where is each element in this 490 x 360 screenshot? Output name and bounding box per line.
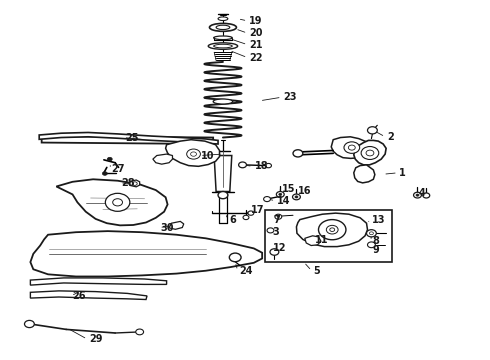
Circle shape (187, 149, 200, 159)
Text: 15: 15 (282, 184, 295, 194)
Circle shape (423, 193, 430, 198)
Text: 3: 3 (272, 227, 279, 237)
Circle shape (264, 197, 270, 202)
Polygon shape (153, 154, 172, 164)
Polygon shape (42, 136, 213, 144)
Circle shape (107, 157, 112, 161)
Polygon shape (39, 132, 218, 144)
Text: 16: 16 (298, 186, 312, 196)
Circle shape (267, 228, 274, 233)
Text: 22: 22 (249, 53, 263, 63)
Circle shape (414, 192, 421, 198)
Circle shape (191, 152, 196, 156)
Polygon shape (354, 140, 386, 165)
Circle shape (113, 199, 122, 206)
Text: 20: 20 (249, 28, 263, 38)
Polygon shape (214, 156, 232, 192)
Circle shape (366, 150, 374, 156)
Circle shape (270, 249, 279, 255)
Text: 18: 18 (255, 161, 269, 171)
Text: 7: 7 (273, 215, 280, 225)
Circle shape (239, 162, 246, 168)
Circle shape (295, 196, 298, 198)
Text: 27: 27 (112, 164, 125, 174)
Circle shape (368, 127, 377, 134)
Circle shape (275, 214, 282, 219)
Text: 9: 9 (372, 245, 379, 255)
Circle shape (279, 193, 282, 195)
Circle shape (102, 172, 107, 175)
Ellipse shape (213, 99, 233, 104)
Text: 14: 14 (277, 196, 291, 206)
Text: 21: 21 (249, 40, 263, 50)
Ellipse shape (208, 43, 238, 49)
Circle shape (330, 228, 335, 231)
Text: 25: 25 (125, 132, 139, 143)
Text: 1: 1 (399, 168, 406, 178)
Polygon shape (30, 291, 147, 300)
Circle shape (348, 145, 355, 150)
Circle shape (229, 253, 241, 262)
Text: 30: 30 (161, 222, 174, 233)
Text: 28: 28 (122, 178, 135, 188)
Text: 24: 24 (239, 266, 253, 276)
Ellipse shape (210, 23, 237, 31)
Polygon shape (354, 165, 375, 183)
Circle shape (136, 329, 144, 335)
Text: 12: 12 (273, 243, 287, 253)
Text: 6: 6 (229, 215, 236, 225)
Text: 23: 23 (283, 92, 297, 102)
Polygon shape (296, 213, 368, 247)
Bar (265, 210, 392, 262)
Ellipse shape (214, 36, 232, 40)
Text: 10: 10 (201, 150, 215, 161)
Circle shape (218, 192, 228, 199)
Circle shape (416, 194, 419, 196)
Circle shape (266, 163, 271, 168)
Text: 2: 2 (387, 132, 394, 142)
Circle shape (293, 150, 303, 157)
Text: 29: 29 (89, 334, 103, 344)
Circle shape (293, 194, 300, 200)
Text: 8: 8 (372, 236, 379, 246)
Circle shape (248, 211, 254, 215)
Text: 11: 11 (315, 235, 328, 245)
Text: 5: 5 (314, 266, 320, 276)
Circle shape (367, 230, 376, 237)
Polygon shape (130, 180, 140, 187)
Circle shape (369, 232, 373, 235)
Polygon shape (166, 140, 220, 166)
Circle shape (277, 216, 279, 217)
Circle shape (318, 220, 346, 240)
Text: 26: 26 (73, 291, 86, 301)
Polygon shape (331, 137, 371, 158)
Circle shape (24, 320, 34, 328)
Text: 4: 4 (419, 188, 426, 198)
Text: 13: 13 (372, 215, 386, 225)
Ellipse shape (218, 17, 228, 21)
Circle shape (368, 242, 375, 248)
Polygon shape (30, 278, 167, 285)
Polygon shape (169, 221, 184, 229)
Circle shape (243, 215, 249, 220)
Polygon shape (30, 231, 262, 276)
Text: 19: 19 (249, 16, 263, 26)
Polygon shape (305, 236, 321, 246)
Circle shape (344, 142, 360, 153)
Circle shape (361, 147, 379, 159)
Ellipse shape (216, 25, 230, 30)
Circle shape (326, 225, 338, 234)
Circle shape (132, 182, 137, 185)
Text: 17: 17 (251, 204, 265, 215)
Circle shape (105, 193, 130, 211)
Polygon shape (56, 179, 168, 225)
Circle shape (276, 192, 284, 197)
